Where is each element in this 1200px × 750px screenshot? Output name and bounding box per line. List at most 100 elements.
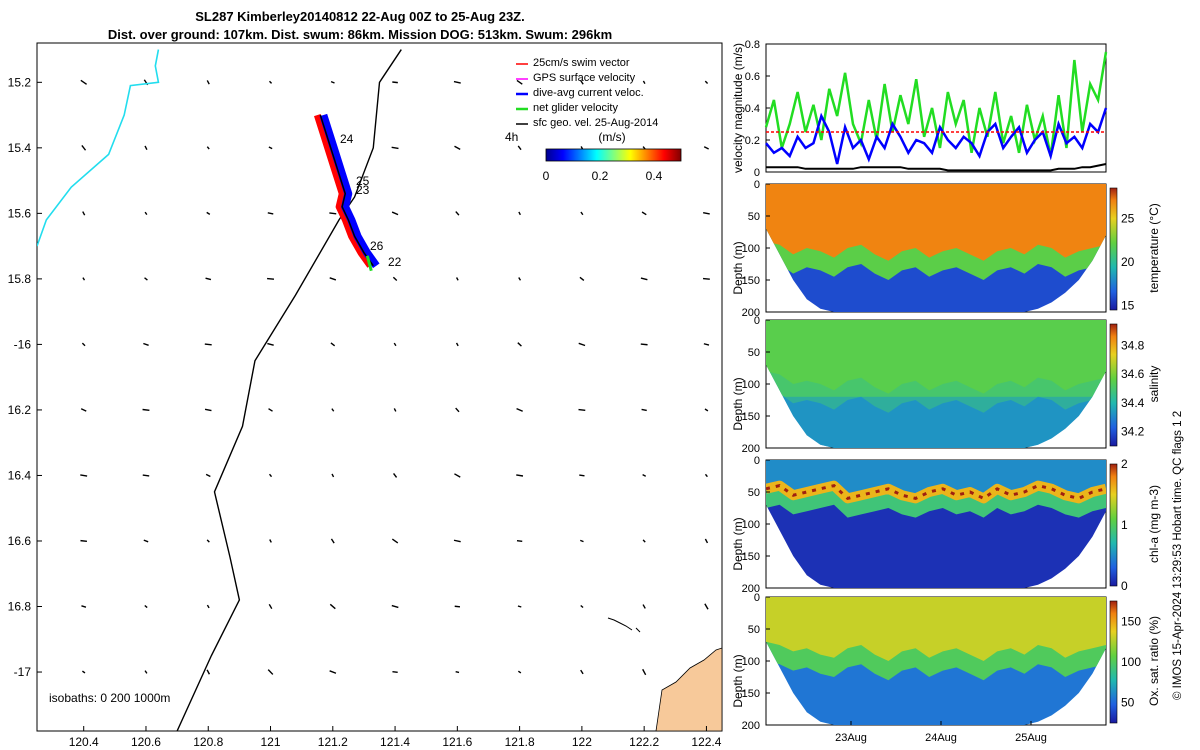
geo-vector	[703, 343, 710, 346]
section-colorbar-tick-label: 34.6	[1121, 367, 1145, 381]
geo-vector	[517, 605, 522, 608]
geo-vector	[392, 81, 398, 84]
section-ylabel: Depth (m)	[731, 377, 745, 430]
geo-vector	[144, 145, 148, 151]
geo-vector	[267, 669, 274, 675]
map-legend: 25cm/s swim vector GPS surface velocity …	[505, 57, 682, 183]
map-frame	[36, 42, 723, 732]
section-colorbar-tick-label: 34.2	[1121, 425, 1145, 439]
section-colorbar-tick-label: 50	[1121, 696, 1135, 710]
geo-vector	[82, 670, 86, 674]
section-colorbar-tick-label: 100	[1121, 655, 1141, 669]
map-y-tick-label: 16.6	[8, 534, 32, 548]
geo-vector	[516, 474, 524, 477]
section-y-tick-label: 100	[742, 379, 760, 391]
track-day-label: 22	[388, 255, 402, 269]
map-y-tick-label: 15.2	[8, 75, 32, 89]
geo-vector	[704, 80, 709, 84]
section-chl-a: 0 50 100 150 200 Depth (m) 0 1 2 chl-a (mg m-3)	[731, 455, 1161, 595]
geo-vector	[82, 211, 86, 216]
geo-vector	[142, 474, 150, 477]
geo-vector	[455, 670, 460, 674]
velocity-ylabel: velocity magnitude (m/s)	[731, 43, 745, 173]
section-temperature: 0 50 100 150 200 Depth (m) 15 20 25 temperature (…	[731, 179, 1161, 319]
geo-vector	[268, 146, 273, 150]
geo-vector	[268, 80, 273, 84]
map-x-tick-label: 122	[572, 735, 592, 749]
chlorophyll-peak-dots	[766, 483, 1106, 501]
section-y-tick-label: 100	[742, 243, 760, 255]
section-y-tick-label: 150	[742, 275, 760, 287]
geo-vector	[704, 473, 708, 478]
geo-vector	[268, 603, 273, 610]
track-day-label: 26	[370, 239, 384, 253]
geo-vector	[331, 408, 335, 412]
map-x-tick-label: 121.4	[380, 735, 410, 749]
geo-vector	[391, 538, 399, 544]
geo-vector	[81, 342, 86, 347]
geo-vector	[580, 79, 584, 85]
legend-dive-label: dive-avg current veloc.	[533, 87, 644, 99]
track-day-label: 25	[356, 174, 370, 188]
geo-vector	[82, 277, 86, 281]
geo-vector	[455, 211, 460, 216]
geo-vector	[80, 539, 88, 543]
geo-vector	[267, 212, 274, 215]
section-surface-layer	[766, 184, 1106, 261]
legend-net-label: net glider velocity	[533, 102, 618, 114]
geo-vector	[518, 277, 522, 281]
section-colorbar-tick-label: 34.8	[1121, 339, 1145, 353]
geo-vector	[267, 277, 275, 280]
geo-vector	[393, 473, 398, 478]
track-line	[319, 114, 374, 267]
geo-vector	[267, 342, 274, 346]
isobaths-note: isobaths: 0 200 1000m	[49, 691, 170, 705]
section-colorbar-tick-label: 2	[1121, 457, 1128, 471]
section-y-tick-label: 150	[742, 411, 760, 423]
geo-vector	[329, 670, 337, 674]
map-y-tick-label: 16.2	[8, 403, 32, 417]
swim-vectors	[314, 114, 374, 268]
geo-vector	[330, 538, 335, 544]
geo-vector	[206, 604, 210, 609]
geo-vector	[640, 277, 648, 281]
geo-vector	[454, 605, 461, 608]
map-y-axis: 15.2 15.4 15.6 15.8 -16 16.2 16.4 16.6 16.8 -17	[8, 75, 42, 679]
geo-vector	[579, 276, 585, 281]
section-salinity: 0 50 100 150 200 Depth (m) 34.2 34.4 34.6 34.8sal…	[731, 315, 1161, 455]
geo-vector	[517, 145, 522, 151]
geo-vector	[517, 342, 522, 347]
velocity-frame	[765, 43, 1107, 173]
section-y-tick-label: 200	[742, 307, 760, 319]
geo-vector	[704, 603, 709, 610]
geo-vector	[206, 80, 210, 85]
geo-vector	[455, 342, 459, 347]
section-colorbar-tick-label: 20	[1121, 255, 1135, 269]
section-surface-layer	[766, 320, 1106, 394]
map-y-tick-label: -17	[14, 665, 32, 679]
geo-vector	[393, 342, 397, 347]
geo-vector	[516, 539, 523, 542]
geo-vector	[642, 474, 647, 477]
geo-vector	[580, 539, 584, 543]
geo-vector	[205, 277, 212, 281]
geo-vector	[642, 539, 646, 543]
net-glider-vector	[365, 255, 373, 272]
geo-vector	[392, 276, 398, 282]
geo-vector	[579, 474, 585, 477]
velocity-y-tick-label: 0.2	[745, 135, 760, 147]
section-colorbar-label: Ox. sat. ratio (%)	[1147, 616, 1161, 706]
geo-vector	[578, 342, 586, 347]
geo-vector	[330, 80, 335, 84]
map-x-tick-label: 121.8	[505, 735, 535, 749]
figure-subtitle: Dist. over ground: 107km. Dist. swum: 86…	[107, 27, 613, 42]
section-colorbar-tick-label: 150	[1121, 614, 1141, 628]
geo-vector	[393, 408, 397, 412]
velocity-y-tick-label: 0.8	[745, 39, 760, 51]
dive-avg-vectors	[319, 113, 380, 269]
section-colorbar-tick-label: 25	[1121, 212, 1135, 226]
map-y-tick-label: -16	[14, 337, 32, 351]
section-colorbar	[1109, 600, 1118, 724]
